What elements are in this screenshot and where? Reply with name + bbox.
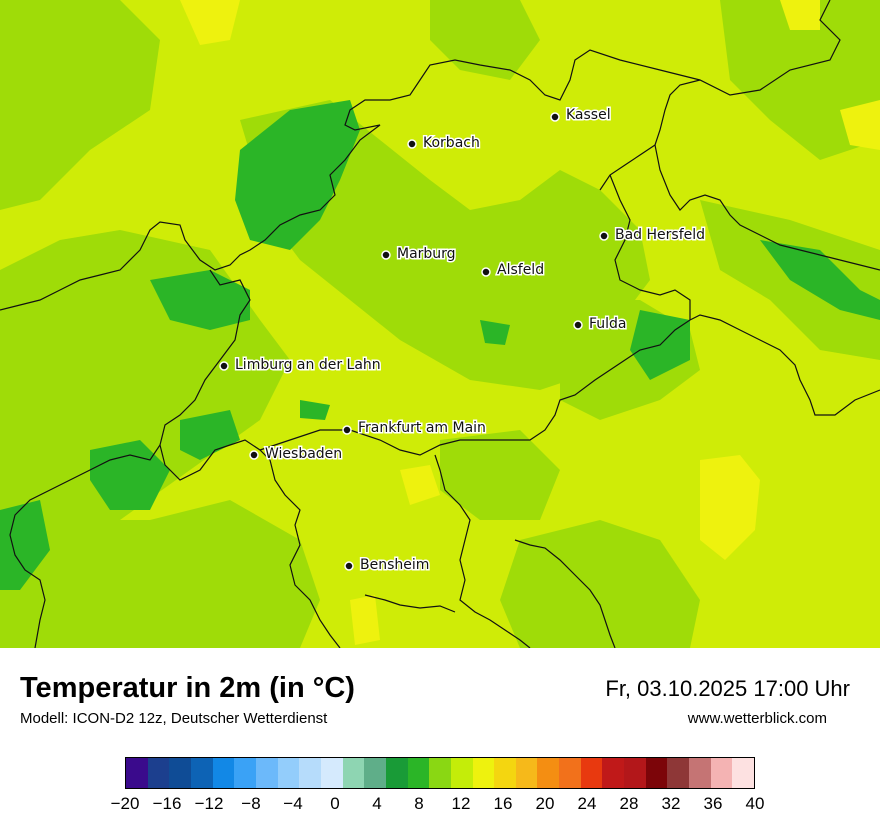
svg-text:Kassel: Kassel (566, 107, 611, 123)
legend-color-step (429, 758, 451, 788)
city-label: Kassel (566, 107, 611, 123)
legend-tick-label: −4 (283, 794, 303, 813)
legend-tick-label: 12 (451, 794, 471, 813)
legend-color-step (450, 758, 473, 788)
svg-text:Bensheim: Bensheim (360, 557, 429, 573)
legend-tick-label: 24 (577, 794, 597, 813)
city-label: Limburg an der Lahn (235, 357, 381, 373)
city-label: Bensheim (360, 557, 429, 573)
legend-color-step (212, 758, 235, 788)
legend-tick-label: −12 (194, 794, 224, 813)
city-frankfurt-am-main[interactable]: Frankfurt am Main Frankfurt am Main (342, 419, 487, 438)
city-fulda[interactable]: Fulda Fulda (573, 315, 628, 334)
legend-tick-label: −20 (110, 794, 140, 813)
city-label: Frankfurt am Main (358, 420, 486, 436)
region-borders (0, 0, 880, 648)
legend-color-step (624, 758, 646, 788)
svg-text:Wiesbaden: Wiesbaden (265, 446, 342, 462)
city-kassel[interactable]: Kassel Kassel (550, 106, 612, 125)
legend-color-step (645, 758, 668, 788)
temp-zone-dark-green (0, 100, 880, 590)
legend-tick-label: 28 (619, 794, 639, 813)
legend-color-step (234, 758, 256, 788)
legend-tick-label: −8 (241, 794, 261, 813)
temperature-map: Kassel Kassel Korbach Korbach Bad Hersfe… (0, 0, 880, 648)
legend-tick-label: 20 (535, 794, 555, 813)
city-label: Marburg (397, 246, 456, 262)
city-bensheim[interactable]: Bensheim Bensheim (344, 556, 431, 575)
svg-text:Frankfurt am Main: Frankfurt am Main (358, 420, 486, 436)
city-bad-hersfeld[interactable]: Bad Hersfeld Bad Hersfeld (599, 226, 707, 245)
model-source: Modell: ICON-D2 12z, Deutscher Wetterdie… (20, 710, 328, 727)
legend-color-step (472, 758, 495, 788)
legend-color-step (732, 758, 755, 788)
legend-tick-label: 36 (703, 794, 723, 813)
legend-color-step (147, 758, 170, 788)
legend-color-step (277, 758, 300, 788)
color-legend (125, 757, 755, 789)
city-korbach[interactable]: Korbach Korbach (407, 134, 481, 153)
svg-text:Fulda: Fulda (589, 316, 627, 332)
legend-color-step (667, 758, 690, 788)
legend-tick-label: −16 (152, 794, 182, 813)
legend-color-step (537, 758, 560, 788)
legend-color-step (320, 758, 343, 788)
legend-color-step (602, 758, 625, 788)
legend-ticks: −20 −16 −12 −8 −4 0 4 8 12 16 20 24 28 32 36 40 (111, 794, 765, 818)
svg-text:Limburg an der Lahn: Limburg an der Lahn (235, 357, 381, 373)
svg-text:Alsfeld: Alsfeld (497, 262, 544, 278)
city-marburg[interactable]: Marburg Marburg (381, 245, 457, 264)
legend-tick-label: 8 (414, 794, 424, 813)
map-footer: Temperatur in 2m (in °C) Modell: ICON-D2… (0, 648, 880, 830)
city-alsfeld[interactable]: Alsfeld Alsfeld (481, 261, 546, 280)
legend-color-step (385, 758, 408, 788)
legend-tick-label: 4 (372, 794, 382, 813)
legend-color-step (689, 758, 711, 788)
temp-zone-yellow (180, 0, 880, 645)
website-link[interactable]: www.wetterblick.com (687, 710, 827, 727)
svg-text:Marburg: Marburg (397, 246, 456, 262)
legend-color-step (515, 758, 538, 788)
legend-color-step (190, 758, 213, 788)
city-wiesbaden[interactable]: Wiesbaden Wiesbaden (249, 445, 344, 464)
city-markers: Kassel Kassel Korbach Korbach Bad Hersfe… (219, 106, 707, 575)
city-label: Fulda (589, 316, 627, 332)
city-label: Korbach (423, 135, 480, 151)
legend-tick-label: 16 (493, 794, 513, 813)
city-label: Bad Hersfeld (615, 227, 705, 243)
legend-color-step (580, 758, 603, 788)
svg-text:Bad Hersfeld: Bad Hersfeld (615, 227, 705, 243)
city-label: Alsfeld (497, 262, 544, 278)
legend-color-step (342, 758, 365, 788)
legend-color-step (710, 758, 733, 788)
legend-tick-label: 0 (330, 794, 340, 813)
legend-color-step (559, 758, 581, 788)
legend-color-step (407, 758, 430, 788)
city-limburg-an-der-lahn[interactable]: Limburg an der Lahn Limburg an der Lahn (219, 356, 382, 375)
legend-tick-label: 32 (661, 794, 681, 813)
legend-color-step (255, 758, 278, 788)
map-title: Temperatur in 2m (in °C) (20, 672, 355, 704)
legend-color-step (126, 758, 148, 788)
legend-color-step (364, 758, 386, 788)
legend-color-step (494, 758, 516, 788)
legend-color-step (299, 758, 321, 788)
legend-color-step (169, 758, 191, 788)
svg-text:Korbach: Korbach (423, 135, 480, 151)
city-label: Wiesbaden (265, 446, 342, 462)
legend-tick-label: 40 (745, 794, 765, 813)
forecast-datetime: Fr, 03.10.2025 17:00 Uhr (605, 676, 850, 701)
